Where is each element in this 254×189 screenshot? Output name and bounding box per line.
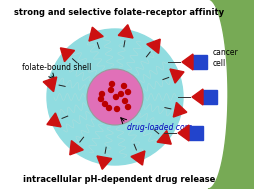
Circle shape (100, 91, 104, 97)
Polygon shape (170, 69, 184, 83)
Polygon shape (178, 125, 189, 141)
Polygon shape (157, 131, 171, 144)
Circle shape (108, 88, 114, 92)
Circle shape (115, 106, 119, 112)
Text: folate-bound shell: folate-bound shell (22, 64, 91, 73)
Polygon shape (47, 113, 61, 127)
Polygon shape (97, 156, 112, 169)
Circle shape (109, 81, 115, 87)
Circle shape (125, 90, 131, 94)
Circle shape (122, 98, 128, 104)
Polygon shape (208, 0, 254, 189)
Text: strong and selective folate-receptor affinity: strong and selective folate-receptor aff… (14, 8, 224, 17)
Circle shape (47, 29, 183, 165)
Text: drug-loaded core: drug-loaded core (127, 123, 193, 132)
Polygon shape (60, 48, 74, 62)
Bar (193, 55, 207, 69)
Text: cancer
cell: cancer cell (213, 48, 239, 68)
Circle shape (103, 101, 107, 106)
Polygon shape (118, 25, 133, 38)
Circle shape (99, 97, 103, 101)
Bar (203, 90, 217, 104)
Polygon shape (43, 77, 57, 92)
Polygon shape (192, 89, 203, 105)
Circle shape (114, 94, 119, 99)
Circle shape (125, 105, 131, 109)
Circle shape (87, 69, 143, 125)
Polygon shape (70, 141, 83, 155)
Polygon shape (131, 151, 145, 165)
Circle shape (119, 91, 123, 97)
Text: intracellular pH-dependent drug release: intracellular pH-dependent drug release (23, 175, 215, 184)
Polygon shape (182, 54, 193, 70)
Bar (189, 126, 203, 140)
Polygon shape (89, 27, 103, 41)
Circle shape (106, 105, 112, 111)
Polygon shape (147, 39, 160, 53)
Polygon shape (173, 102, 187, 117)
Circle shape (121, 84, 126, 88)
